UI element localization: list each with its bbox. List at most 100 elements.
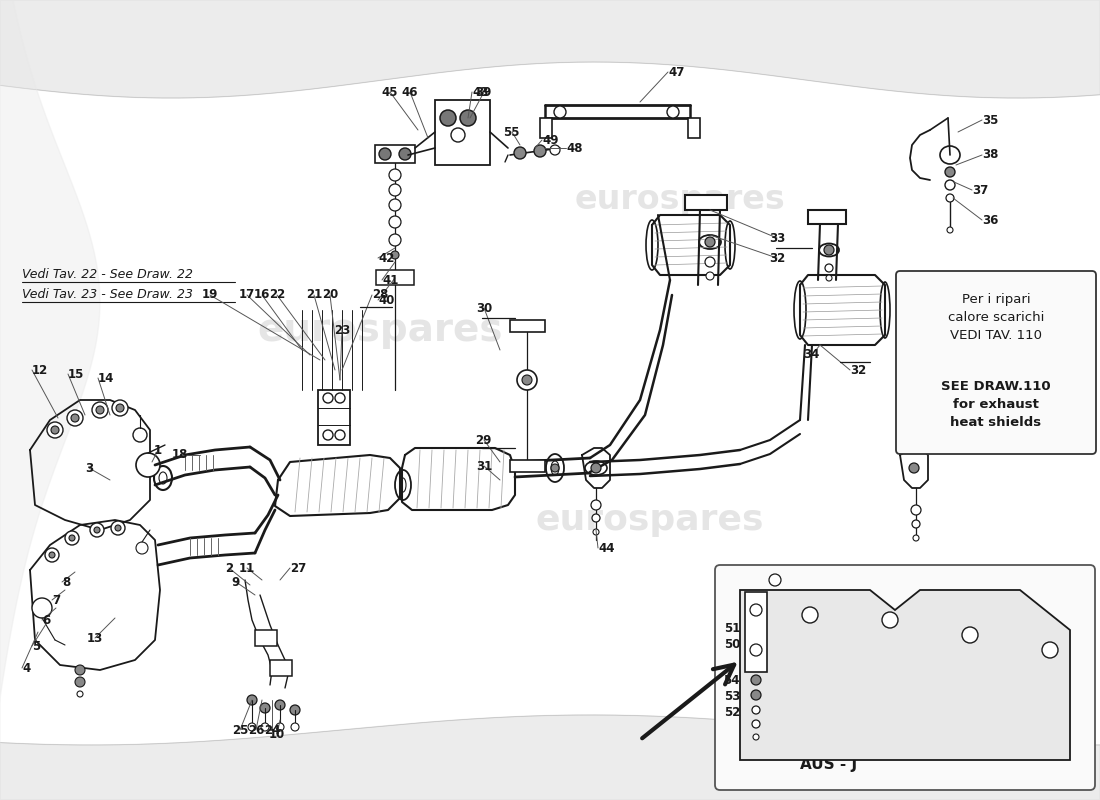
Circle shape: [290, 705, 300, 715]
Text: 25: 25: [232, 723, 249, 737]
Circle shape: [92, 402, 108, 418]
Circle shape: [133, 428, 147, 442]
Ellipse shape: [794, 281, 806, 339]
Bar: [685, 195, 727, 210]
Text: 36: 36: [982, 214, 999, 226]
Text: 52: 52: [724, 706, 740, 718]
Circle shape: [275, 700, 285, 710]
Circle shape: [593, 529, 600, 535]
Circle shape: [399, 148, 411, 160]
Ellipse shape: [725, 221, 735, 269]
Text: Per i ripari
calore scarichi
VEDI TAV. 110: Per i ripari calore scarichi VEDI TAV. 1…: [948, 293, 1044, 342]
Text: 20: 20: [321, 289, 338, 302]
Circle shape: [750, 644, 762, 656]
Circle shape: [389, 234, 402, 246]
Ellipse shape: [395, 470, 411, 500]
Ellipse shape: [400, 478, 406, 492]
Text: 10: 10: [268, 729, 285, 742]
Circle shape: [261, 723, 270, 731]
Text: 29: 29: [475, 434, 492, 446]
Circle shape: [826, 275, 832, 281]
Circle shape: [389, 184, 402, 196]
Bar: [270, 660, 292, 676]
Circle shape: [96, 406, 104, 414]
Ellipse shape: [646, 220, 658, 270]
Circle shape: [65, 531, 79, 545]
Text: 44: 44: [598, 542, 615, 554]
Circle shape: [51, 426, 59, 434]
Text: 53: 53: [724, 690, 740, 703]
Circle shape: [824, 245, 834, 255]
Circle shape: [111, 521, 125, 535]
Circle shape: [336, 393, 345, 403]
Text: 34: 34: [804, 349, 820, 362]
Ellipse shape: [820, 243, 839, 257]
Text: eurospares: eurospares: [257, 311, 503, 349]
Text: 39: 39: [475, 86, 492, 98]
Circle shape: [911, 505, 921, 515]
FancyBboxPatch shape: [715, 565, 1094, 790]
Circle shape: [754, 734, 759, 740]
Circle shape: [336, 430, 345, 440]
Circle shape: [248, 723, 256, 731]
Text: SEE DRAW.110
for exhaust
heat shields: SEE DRAW.110 for exhaust heat shields: [942, 380, 1050, 429]
FancyBboxPatch shape: [896, 271, 1096, 454]
Circle shape: [751, 675, 761, 685]
Text: 26: 26: [248, 723, 264, 737]
Circle shape: [750, 604, 762, 616]
Text: 18: 18: [172, 449, 188, 462]
Text: 43: 43: [472, 86, 488, 98]
Circle shape: [72, 414, 79, 422]
Text: eurospares: eurospares: [574, 183, 785, 217]
Circle shape: [136, 453, 160, 477]
Circle shape: [591, 463, 601, 473]
Text: Vedi Tav. 23 - See Draw. 23: Vedi Tav. 23 - See Draw. 23: [22, 289, 192, 302]
Text: eurospares: eurospares: [536, 503, 764, 537]
Text: Vedi Tav. 22 - See Draw. 22: Vedi Tav. 22 - See Draw. 22: [22, 269, 192, 282]
Circle shape: [945, 180, 955, 190]
Text: 13: 13: [87, 631, 103, 645]
Circle shape: [276, 723, 284, 731]
Circle shape: [292, 723, 299, 731]
Circle shape: [136, 542, 149, 554]
Circle shape: [522, 375, 532, 385]
Circle shape: [825, 264, 833, 272]
Circle shape: [592, 514, 600, 522]
Text: 12: 12: [32, 363, 48, 377]
Text: 50: 50: [724, 638, 740, 651]
Circle shape: [77, 691, 82, 697]
Circle shape: [752, 720, 760, 728]
Bar: [808, 210, 846, 224]
Text: 49: 49: [542, 134, 559, 146]
Text: 24: 24: [264, 723, 280, 737]
Text: 6: 6: [42, 614, 51, 626]
Text: 9: 9: [232, 575, 240, 589]
Circle shape: [32, 598, 52, 618]
Circle shape: [514, 147, 526, 159]
Ellipse shape: [160, 472, 167, 484]
Circle shape: [75, 665, 85, 675]
Circle shape: [667, 106, 679, 118]
Text: 22: 22: [268, 289, 285, 302]
Text: 55: 55: [504, 126, 520, 138]
Ellipse shape: [551, 461, 559, 475]
Ellipse shape: [698, 235, 720, 249]
Text: 14: 14: [98, 371, 114, 385]
Text: 33: 33: [769, 231, 785, 245]
Bar: [745, 592, 767, 672]
Ellipse shape: [585, 461, 607, 475]
Circle shape: [94, 527, 100, 533]
Text: 5: 5: [32, 639, 41, 653]
Circle shape: [440, 110, 456, 126]
Ellipse shape: [880, 282, 890, 338]
Circle shape: [460, 110, 476, 126]
Circle shape: [323, 393, 333, 403]
Text: 51: 51: [724, 622, 740, 634]
Bar: [375, 145, 415, 163]
Circle shape: [752, 706, 760, 714]
Circle shape: [112, 400, 128, 416]
Circle shape: [47, 422, 63, 438]
Text: 41: 41: [382, 274, 398, 286]
Circle shape: [389, 169, 402, 181]
Circle shape: [946, 194, 954, 202]
